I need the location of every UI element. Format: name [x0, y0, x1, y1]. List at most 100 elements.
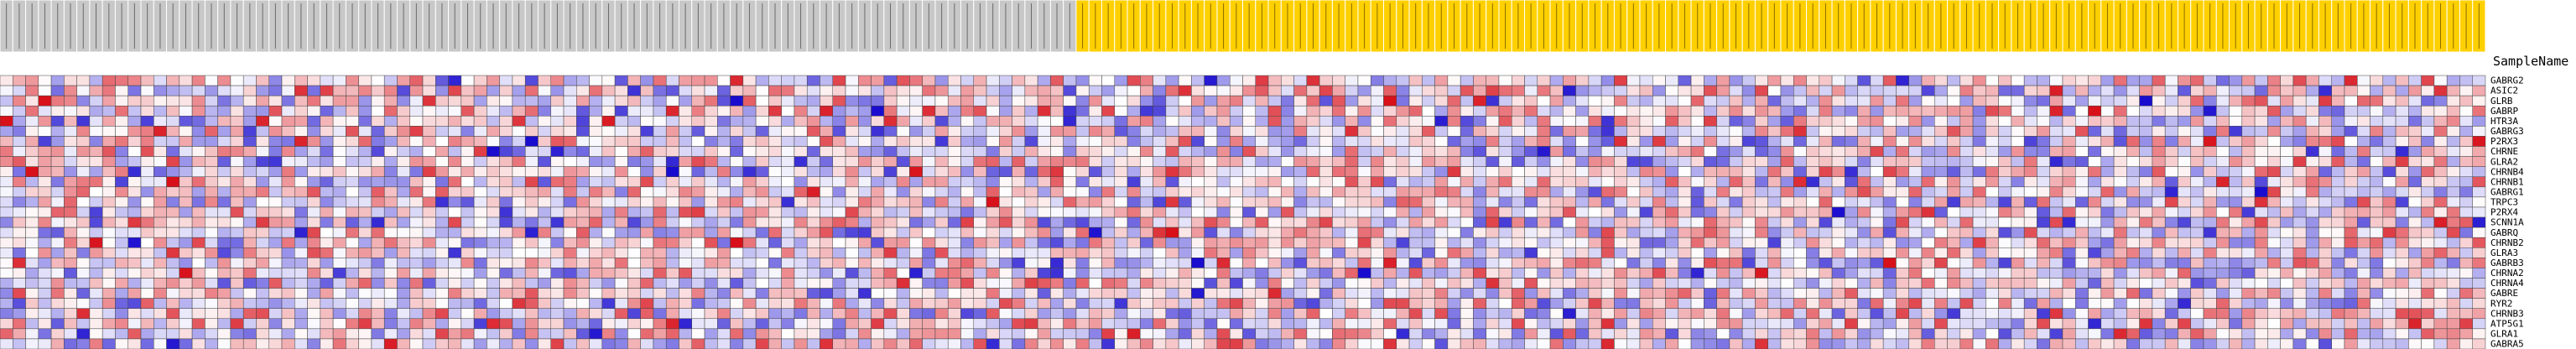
heatmap-cell — [242, 216, 257, 228]
heatmap-cell — [1473, 308, 1486, 320]
heatmap-cell — [448, 298, 462, 309]
heatmap-cell — [2331, 268, 2345, 279]
heatmap-cell — [2037, 268, 2050, 279]
heatmap-cell — [1972, 146, 1986, 157]
heatmap-cell — [2395, 227, 2409, 238]
heatmap-cell — [1191, 298, 1205, 309]
heatmap-cell — [256, 156, 269, 167]
heatmap-cell — [601, 166, 616, 177]
heatmap-cell — [1204, 136, 1218, 147]
heatmap-cell — [2023, 196, 2037, 208]
heatmap-cell — [1626, 166, 1641, 177]
heatmap-cell — [230, 156, 244, 167]
heatmap-cell — [1396, 95, 1410, 107]
heatmap-cell — [2023, 247, 2037, 258]
heatmap-cell — [1498, 206, 1512, 218]
heatmap-cell — [1998, 85, 2012, 96]
heatmap-cell — [2395, 258, 2409, 268]
heatmap-cell — [1229, 308, 1243, 320]
heatmap-cell — [2370, 237, 2384, 248]
heatmap-cell — [922, 247, 936, 258]
heatmap-cell — [1498, 227, 1512, 238]
heatmap-cell — [538, 126, 551, 137]
heatmap-cell — [640, 268, 654, 279]
heatmap-cell — [1729, 126, 1743, 137]
heatmap-cell — [1075, 75, 1090, 86]
heatmap-cell — [1511, 216, 1525, 228]
heatmap-cell — [1370, 85, 1384, 96]
heatmap-cell — [1729, 308, 1743, 320]
heatmap-cell — [1959, 146, 1974, 157]
heatmap-cell — [1267, 105, 1282, 117]
heatmap-cell — [717, 298, 731, 309]
heatmap-cell — [499, 85, 513, 96]
heatmap-cell — [154, 196, 167, 208]
heatmap-cell — [281, 105, 295, 117]
heatmap-cell — [2472, 258, 2486, 268]
heatmap-cell — [2305, 247, 2319, 258]
heatmap-cell — [1114, 85, 1128, 96]
heatmap-cell — [1741, 156, 1756, 167]
heatmap-cell — [2178, 116, 2191, 127]
heatmap-cell — [1626, 156, 1641, 167]
heatmap-cell — [883, 278, 898, 289]
heatmap-cell — [665, 206, 679, 218]
heatmap-cell — [896, 116, 910, 127]
heatmap-cell — [320, 308, 334, 320]
heatmap-cell — [281, 146, 295, 157]
heatmap-cell — [1755, 136, 1768, 147]
heatmap-cell — [1306, 166, 1320, 177]
heatmap-cell — [2433, 116, 2448, 127]
heatmap-cell — [2152, 278, 2166, 289]
heatmap-cell — [1690, 288, 1704, 299]
heatmap-cell — [1473, 186, 1486, 198]
heatmap-cell — [1985, 258, 1999, 268]
heatmap-cell — [1831, 237, 1845, 248]
heatmap-cell — [76, 136, 91, 147]
heatmap-cell — [2382, 258, 2396, 268]
heatmap-cell — [794, 186, 808, 198]
heatmap-cell — [38, 136, 52, 147]
heatmap-cell — [281, 308, 295, 320]
heatmap-cell — [2037, 216, 2050, 228]
heatmap-cell — [2395, 166, 2409, 177]
heatmap-cell — [217, 298, 232, 309]
heatmap-cell — [1537, 216, 1551, 228]
heatmap-cell — [1473, 216, 1486, 228]
heatmap-cell — [0, 308, 13, 320]
heatmap-cell — [934, 288, 949, 299]
heatmap-cell — [1486, 126, 1500, 137]
heatmap-cell — [2113, 95, 2127, 107]
heatmap-cell — [2216, 176, 2230, 188]
heatmap-cell — [1293, 126, 1308, 137]
heatmap-cell — [1191, 176, 1205, 188]
heatmap-cell — [1101, 308, 1116, 320]
heatmap-cell — [1921, 268, 1935, 279]
heatmap-cell — [2152, 166, 2166, 177]
heatmap-cell — [1332, 258, 1345, 268]
heatmap-cell — [473, 206, 487, 218]
heatmap-cell — [1972, 186, 1986, 198]
heatmap-cell — [1716, 278, 1730, 289]
heatmap-cell — [1075, 206, 1090, 218]
heatmap-cell — [2408, 278, 2422, 289]
heatmap-cell — [1281, 288, 1294, 299]
heatmap-cell — [0, 176, 13, 188]
heatmap-cell — [1665, 247, 1679, 258]
heatmap-cell — [76, 176, 91, 188]
heatmap-cell — [2292, 75, 2307, 86]
heatmap-cell — [101, 298, 116, 309]
heatmap-cell — [409, 75, 424, 86]
heatmap-cell — [2113, 288, 2127, 299]
heatmap-cell — [1741, 166, 1756, 177]
heatmap-cell — [601, 176, 616, 188]
heatmap-cell — [2216, 227, 2230, 238]
heatmap-cell — [704, 227, 718, 238]
heatmap-cell — [665, 146, 679, 157]
heatmap-cell — [2267, 75, 2281, 86]
heatmap-cell — [986, 258, 1000, 268]
heatmap-cell — [1690, 227, 1704, 238]
heatmap-cell — [115, 156, 128, 167]
heatmap-cell — [38, 206, 52, 218]
heatmap-cell — [76, 247, 91, 258]
